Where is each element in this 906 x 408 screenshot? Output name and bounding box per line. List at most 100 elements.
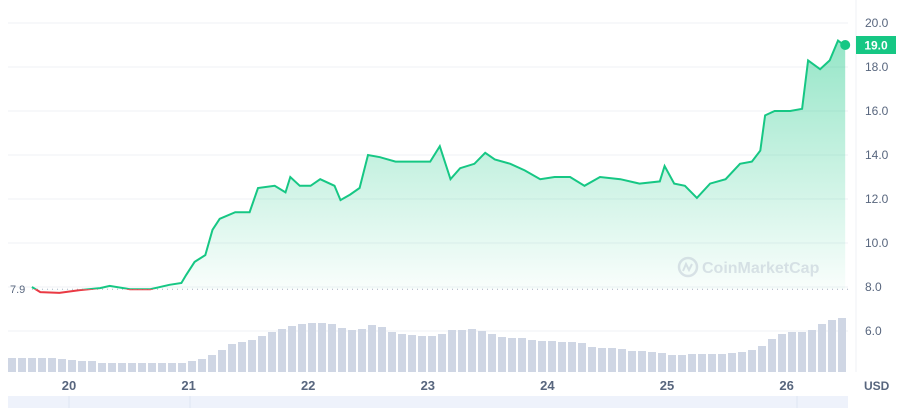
volume-bar [518, 338, 526, 372]
volume-bar [728, 353, 736, 372]
current-price-dot [840, 40, 851, 50]
volume-bar [498, 337, 506, 372]
volume-bar [548, 341, 556, 372]
y-tick-label: 12.0 [865, 192, 889, 206]
volume-bar [408, 335, 416, 372]
y-tick-label: 6.0 [865, 324, 882, 338]
watermark-logo: CoinMarketCap [677, 256, 820, 278]
volume-bar [208, 355, 216, 372]
volume-bar [738, 352, 746, 372]
y-tick-label: 18.0 [865, 60, 889, 74]
volume-bar [508, 338, 516, 372]
volume-bar [818, 324, 826, 372]
x-tick-label: 23 [421, 378, 435, 393]
price-area-fill [31, 40, 846, 293]
volume-bar [68, 360, 76, 372]
volume-bar [228, 344, 236, 372]
volume-bar [588, 347, 596, 372]
volume-bar [328, 324, 336, 372]
volume-bar [218, 350, 226, 372]
x-tick-label: 26 [779, 378, 793, 393]
volume-bar [698, 354, 706, 372]
volume-bar [808, 330, 816, 372]
current-price-badge [856, 36, 896, 54]
volume-bar [718, 354, 726, 372]
volume-bar [538, 341, 546, 372]
volume-bar [798, 332, 806, 372]
volume-bar [468, 329, 476, 372]
x-tick-label: 25 [660, 378, 674, 393]
volume-bar [8, 358, 16, 372]
volume-bar [288, 326, 296, 372]
volume-bar [748, 350, 756, 372]
volume-bar [238, 342, 246, 372]
volume-bar [458, 330, 466, 372]
volume-bar [138, 363, 146, 372]
time-range-strip[interactable] [8, 396, 848, 408]
volume-bar [358, 329, 366, 372]
volume-bar [128, 363, 136, 372]
volume-bar [768, 339, 776, 372]
volume-bar [58, 359, 66, 372]
volume-bar [828, 320, 836, 372]
volume-bar [448, 330, 456, 372]
x-tick-label: 21 [181, 378, 195, 393]
volume-bar [318, 323, 326, 372]
volume-bar [88, 361, 96, 372]
x-tick-label: 24 [540, 378, 555, 393]
volume-bar [418, 336, 426, 372]
volume-bar [148, 363, 156, 372]
price-line-up [31, 39, 846, 290]
watermark-text: CoinMarketCap [702, 260, 820, 277]
volume-bar [838, 318, 846, 372]
volume-bar [688, 354, 696, 372]
open-price-label: 7.9 [10, 284, 25, 296]
y-tick-label: 20.0 [865, 16, 889, 30]
volume-bar [488, 334, 496, 372]
volume-bar [478, 331, 486, 372]
volume-bar [278, 329, 286, 372]
current-price-label: 19.0 [864, 39, 888, 53]
volume-bar [628, 351, 636, 372]
y-tick-label: 14.0 [865, 148, 889, 162]
volume-bar [188, 361, 196, 372]
x-tick-label: 22 [301, 378, 315, 393]
currency-unit-label: USD [864, 379, 890, 393]
volume-bar [578, 343, 586, 372]
volume-bar [428, 336, 436, 372]
volume-bar [568, 342, 576, 372]
volume-bar [608, 348, 616, 372]
volume-bar [678, 355, 686, 372]
volume-bar [158, 363, 166, 372]
y-tick-label: 16.0 [865, 104, 889, 118]
volume-bar [198, 359, 206, 372]
volume-bar [398, 334, 406, 372]
volume-bar [708, 354, 716, 372]
volume-bar [638, 351, 646, 372]
volume-bar [758, 346, 766, 372]
volume-bar [268, 332, 276, 372]
volume-bar [348, 330, 356, 372]
volume-bar [98, 363, 106, 372]
volume-bar [558, 342, 566, 372]
volume-bar [48, 358, 56, 372]
x-tick-label: 20 [62, 378, 76, 393]
y-tick-label: 10.0 [865, 236, 889, 250]
volume-bar [618, 349, 626, 372]
volume-bar [108, 363, 116, 372]
volume-bar [248, 340, 256, 372]
volume-bar [368, 325, 376, 372]
volume-bar [298, 324, 306, 372]
volume-bar [668, 355, 676, 372]
volume-bar [438, 334, 446, 372]
volume-bars [8, 318, 846, 372]
volume-bar [118, 363, 126, 372]
volume-bar [388, 332, 396, 372]
volume-bar [778, 334, 786, 372]
volume-bar [168, 363, 176, 372]
volume-bar [28, 358, 36, 372]
volume-bar [788, 332, 796, 372]
y-tick-label: 8.0 [865, 280, 882, 294]
volume-bar [658, 353, 666, 372]
